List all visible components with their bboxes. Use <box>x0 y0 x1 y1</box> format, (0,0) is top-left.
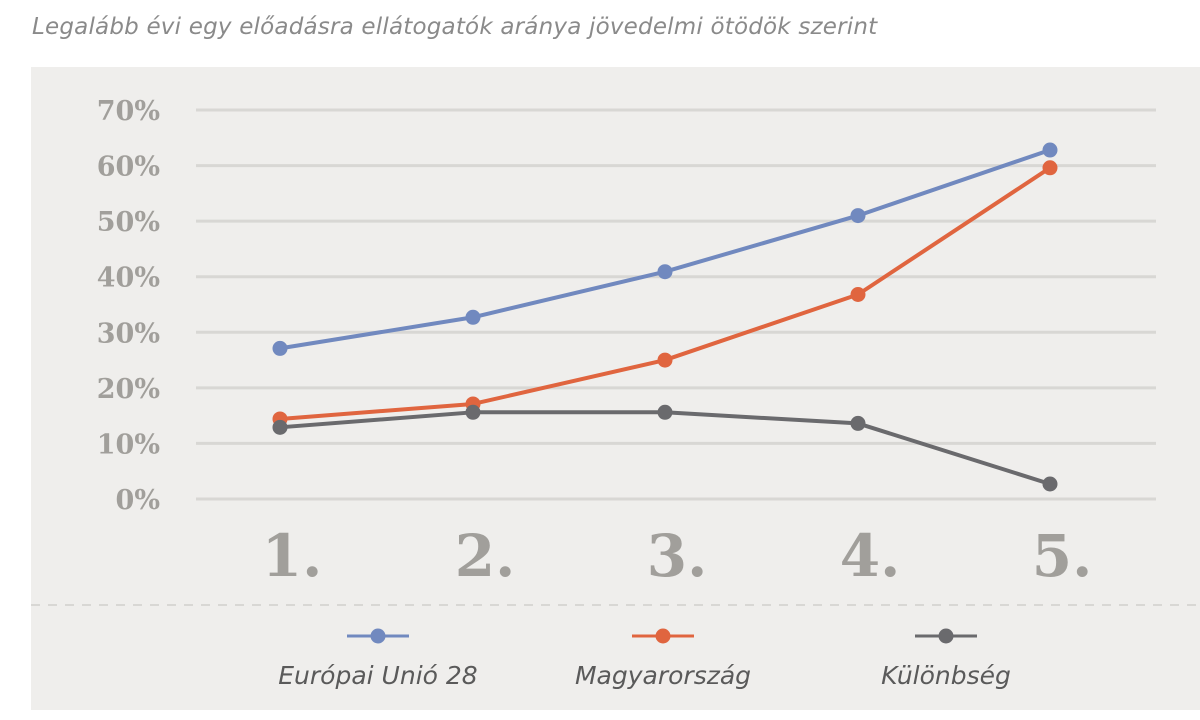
series-lines <box>272 142 1058 492</box>
x-tick-label: 2. <box>455 522 516 590</box>
series-3 <box>272 404 1058 492</box>
data-point <box>850 286 866 302</box>
data-point <box>1042 160 1058 176</box>
series-1 <box>272 142 1058 356</box>
legend-marker-icon <box>938 628 954 644</box>
data-point <box>657 404 673 420</box>
y-tick-label: 40% <box>97 263 160 294</box>
legend-item: Magyarország <box>575 628 751 690</box>
y-tick-label: 60% <box>97 152 160 183</box>
data-point <box>657 352 673 368</box>
x-tick-label: 1. <box>262 522 323 590</box>
y-tick-label: 50% <box>97 207 160 238</box>
x-tick-label: 3. <box>647 522 708 590</box>
y-tick-label: 20% <box>97 374 160 405</box>
y-tick-label: 70% <box>97 96 160 127</box>
chart-title: Legalább évi egy előadásra ellátogatók a… <box>32 14 878 40</box>
x-tick-label: 5. <box>1032 522 1093 590</box>
data-point <box>850 208 866 224</box>
legend-label: Európai Unió 28 <box>278 661 477 690</box>
data-point <box>465 309 481 325</box>
data-point <box>272 419 288 435</box>
gridlines <box>196 108 1156 501</box>
data-point <box>1042 476 1058 492</box>
legend-item: Európai Unió 28 <box>278 628 478 690</box>
legend: Európai Unió 28 Magyarország Különbség <box>278 628 1011 690</box>
legend-item: Különbség <box>881 628 1011 690</box>
y-tick-label: 30% <box>97 318 160 349</box>
x-tick-label: 4. <box>840 522 901 590</box>
series-line <box>279 410 1051 486</box>
data-point <box>272 340 288 356</box>
series-line <box>279 148 1051 351</box>
legend-marker-icon <box>370 628 386 644</box>
y-tick-label: 10% <box>97 429 160 460</box>
data-point <box>1042 142 1058 158</box>
data-point <box>465 404 481 420</box>
y-axis-ticks: 0% 10% 20% 30% 40% 50% 60% 70% <box>97 96 160 516</box>
y-tick-label: 0% <box>116 485 160 516</box>
x-axis-ticks: 1. 2. 3. 4. 5. <box>262 522 1093 590</box>
data-point <box>657 264 673 280</box>
legend-label: Különbség <box>881 661 1011 690</box>
legend-label: Magyarország <box>575 661 751 690</box>
legend-marker-icon <box>655 628 671 644</box>
series-line <box>279 166 1052 421</box>
data-point <box>850 415 866 431</box>
